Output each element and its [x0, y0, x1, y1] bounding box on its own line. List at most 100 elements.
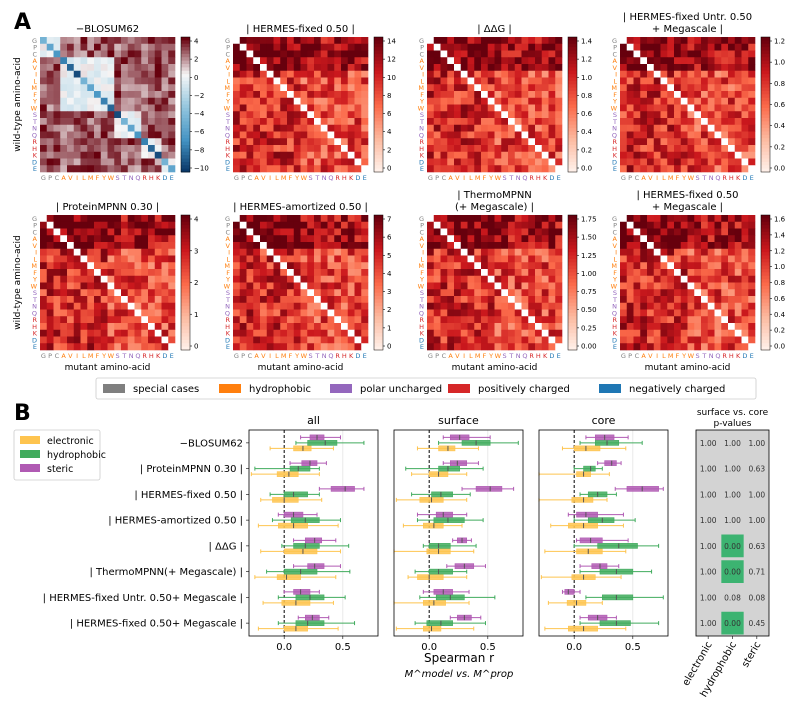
- legend-frame: [95, 377, 757, 400]
- colorbar-step: [374, 74, 383, 78]
- heatmap-cell: [555, 228, 563, 236]
- heatmap-cell: [354, 255, 362, 263]
- heatmap-cell: [633, 248, 641, 256]
- row-tick-label: H: [225, 145, 230, 153]
- heatmap-cell: [347, 37, 355, 45]
- heatmap-cell: [334, 158, 342, 166]
- heatmap-cell: [427, 255, 435, 263]
- heatmap-cell: [460, 151, 468, 159]
- heatmap-cell: [287, 255, 295, 263]
- heatmap-cell: [320, 70, 328, 78]
- heatmap-cell: [626, 77, 634, 85]
- heatmap-cell: [307, 282, 315, 290]
- colorbar-step: [761, 279, 770, 283]
- heatmap-cell: [114, 228, 122, 236]
- heatmap-cell: [521, 282, 529, 290]
- heatmap-cell: [508, 262, 516, 270]
- heatmap-cell: [327, 124, 335, 132]
- heatmap-cell: [528, 84, 536, 92]
- heatmap-cell: [341, 343, 349, 351]
- heatmap-cell: [361, 302, 369, 310]
- heatmap-cell: [728, 165, 736, 173]
- heatmap-cell: [87, 323, 95, 331]
- heatmap-cell: [266, 282, 274, 290]
- heatmap-cell: [454, 111, 462, 119]
- heatmap-cell: [707, 302, 715, 310]
- heatmap-cell: [100, 165, 108, 173]
- heatmap-cell: [508, 343, 516, 351]
- colorbar-tick-label: 1.2: [581, 56, 592, 64]
- heatmap-cell: [87, 228, 95, 236]
- heatmap-cell: [647, 235, 655, 243]
- heatmap-cell: [687, 165, 695, 173]
- heatmap-cell: [341, 77, 349, 85]
- heatmap-cell: [734, 165, 742, 173]
- heatmap-cell: [354, 343, 362, 351]
- row-tick-label: R: [225, 316, 230, 324]
- col-tick-label: R: [722, 174, 727, 182]
- heatmap-cell: [481, 151, 489, 159]
- heatmap-cell: [541, 282, 549, 290]
- heatmap-cell: [341, 215, 349, 223]
- heatmap-cell: [94, 262, 102, 270]
- heatmap-cell: [239, 235, 247, 243]
- heatmap-cell: [260, 165, 268, 173]
- heatmap-cell: [314, 77, 322, 85]
- pvalue-cell: 0.45: [748, 619, 765, 628]
- heatmap-cell: [514, 221, 522, 229]
- heatmap-cell: [60, 124, 68, 132]
- colorbar-step: [761, 77, 770, 82]
- heatmap-cell: [347, 131, 355, 139]
- heatmap-cell: [728, 282, 736, 290]
- heatmap-cell: [40, 235, 48, 243]
- heatmap-cell: [100, 323, 108, 331]
- heatmap-cell: [734, 343, 742, 351]
- heatmap-cell: [287, 37, 295, 45]
- series-legend-label: hydrophobic: [47, 450, 106, 461]
- col-tick-label: C: [248, 174, 253, 182]
- heatmap-cell: [354, 57, 362, 65]
- heatmap-cell: [273, 131, 281, 139]
- heatmap-cell: [454, 296, 462, 304]
- heatmap-cell: [514, 262, 522, 270]
- col-tick-label: D: [742, 352, 747, 360]
- heatmap-cell: [721, 289, 729, 297]
- heatmap-cell: [633, 309, 641, 317]
- heatmap-cell: [239, 84, 247, 92]
- heatmap-cell: [741, 329, 749, 337]
- row-tick-label: V: [420, 64, 425, 72]
- heatmap-cell: [307, 131, 315, 139]
- col-tick-label: K: [349, 352, 354, 360]
- heatmap-cell: [40, 302, 48, 310]
- heatmap-cell: [660, 97, 668, 105]
- heatmap-cell: [87, 309, 95, 317]
- heatmap-cell: [508, 151, 516, 159]
- heatmap-cell: [694, 165, 702, 173]
- col-tick-label: Q: [522, 352, 527, 360]
- heatmap-cell: [280, 228, 288, 236]
- box-iqr: [426, 620, 453, 626]
- colorbar-step: [181, 282, 190, 287]
- heatmap-cell: [154, 158, 162, 166]
- col-tick-label: R: [722, 352, 727, 360]
- heatmap-cell: [501, 228, 509, 236]
- heatmap-cell: [734, 248, 742, 256]
- col-tick-label: G: [621, 352, 626, 360]
- heatmap-cell: [287, 323, 295, 331]
- heatmap-cell: [433, 242, 441, 250]
- heatmap-cell: [640, 275, 648, 283]
- heatmap-cell: [541, 302, 549, 310]
- heatmap-cell: [127, 228, 135, 236]
- heatmap-cell: [168, 158, 176, 166]
- heatmap-cell: [121, 228, 129, 236]
- heatmap-cell: [555, 221, 563, 229]
- heatmap-cell: [481, 343, 489, 351]
- col-tick-label: F: [289, 352, 293, 360]
- heatmap-cell: [541, 145, 549, 153]
- colorbar: 420−2−4−6−8−10: [180, 36, 209, 173]
- heatmap-cell: [287, 84, 295, 92]
- col-tick-label: P: [435, 352, 439, 360]
- heatmap-cell: [107, 343, 115, 351]
- row-tick-label: E: [613, 343, 617, 351]
